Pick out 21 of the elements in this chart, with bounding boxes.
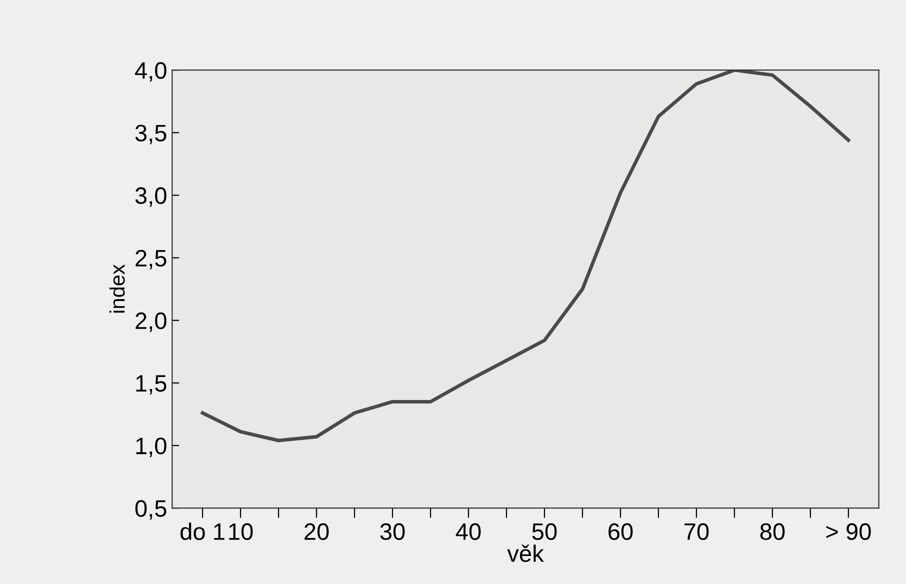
x-tick-label: 80 [760,523,785,540]
y-tick-label: 4,0 [135,62,166,82]
y-tick-label: 3,0 [135,187,166,207]
x-tick-label: 60 [608,523,633,540]
line-series [200,70,850,442]
x-tick-label: 20 [304,523,329,540]
y-tick-label: 0,5 [135,500,166,520]
x-tick-label: 10 [229,523,253,540]
y-tick-label: 2,5 [136,250,166,270]
y-tick-label: 2,0 [136,312,166,332]
x-tick-label: > 90 [826,523,871,540]
y-tick-label: 3,5 [135,124,166,144]
y-tick-label: 1,5 [136,375,166,395]
x-tick-label: do 1 [180,522,224,540]
x-tick-label: 30 [380,523,405,540]
x-tick-label: 70 [684,523,709,540]
x-tick-label: 40 [456,523,481,540]
x-tick-label: 50 [532,523,557,540]
y-axis-title: index [109,264,125,313]
y-tick-label: 1,0 [136,438,166,458]
x-axis-title: věk [507,544,544,562]
